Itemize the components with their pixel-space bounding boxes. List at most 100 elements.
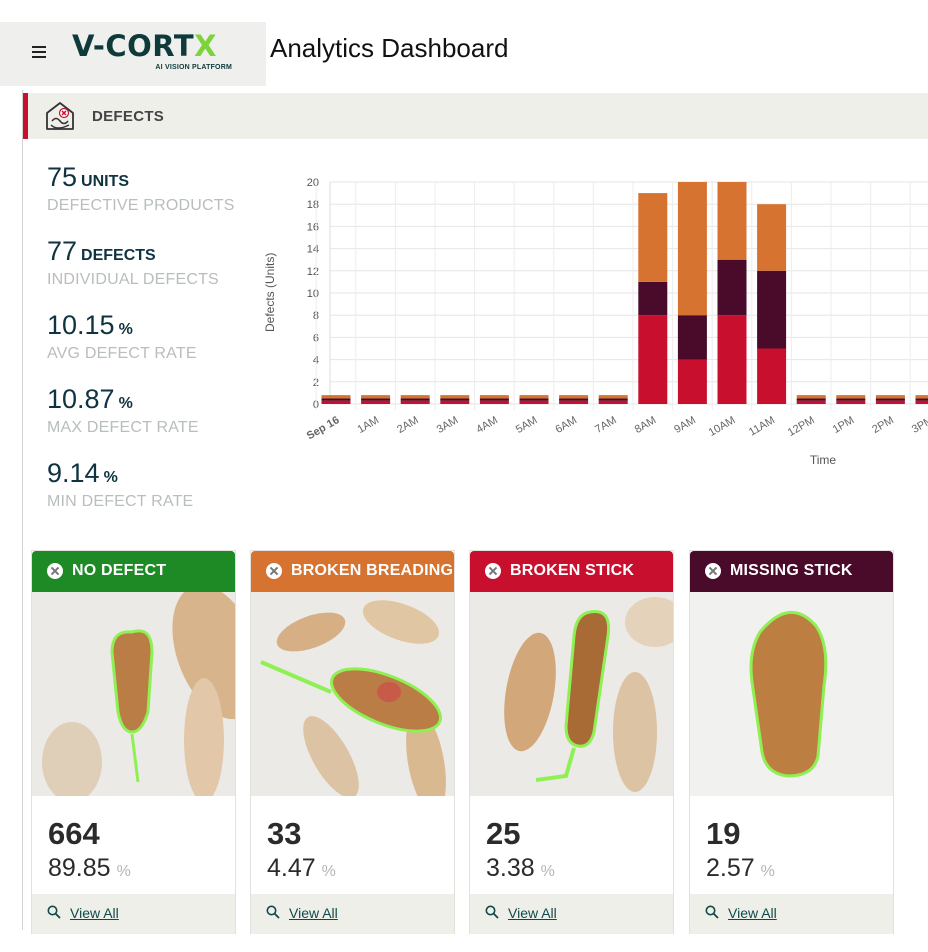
chart-y-tick-label: 10 (307, 288, 319, 300)
stat-unit: % (103, 469, 118, 486)
card-image[interactable] (32, 592, 235, 796)
chart-x-tick-label: Sep 16 (305, 414, 342, 442)
chart-x-tick-label: 3AM (435, 414, 461, 436)
search-icon (47, 905, 61, 919)
chart-x-tick-label: 7AM (593, 414, 619, 436)
logo-subtitle: AI VISION PLATFORM (155, 64, 232, 71)
defects-chart: 02468101214161820Sep 161AM2AM3AM4AM5AM6A… (250, 160, 928, 480)
view-all-link[interactable]: View All (70, 905, 119, 921)
defects-chart-svg: 02468101214161820Sep 161AM2AM3AM4AM5AM6A… (305, 177, 928, 467)
card-percent-value: 4.47 (267, 854, 316, 882)
chart-bar-segment (440, 398, 470, 401)
card-percent-value: 89.85 (48, 854, 111, 882)
chart-bar-segment (479, 395, 509, 399)
defects-icon (46, 102, 74, 130)
chart-bar-segment (875, 395, 905, 399)
chart-bar-segment (598, 400, 628, 404)
chart-bar-segment (400, 395, 430, 399)
chart-y-tick-label: 14 (307, 244, 319, 256)
card-footer: View All (690, 894, 893, 934)
chart-bar-segment (321, 398, 351, 401)
stat-unit: % (118, 395, 133, 412)
card-broken-stick[interactable]: BROKEN STICK 25 3.38% View All (469, 550, 674, 934)
card-footer: View All (251, 894, 454, 934)
close-circle-icon (266, 563, 282, 579)
page-title: Analytics Dashboard (270, 33, 509, 63)
chart-bar-segment (875, 398, 905, 401)
card-header: BROKEN STICK (470, 551, 673, 592)
chart-bar-segment (915, 395, 928, 399)
chart-bar-segment (796, 395, 826, 399)
chart-y-tick-label: 12 (307, 266, 319, 278)
card-image[interactable] (251, 592, 454, 796)
chart-bar-segment (479, 398, 509, 401)
stat-label: DEFECTIVE PRODUCTS (47, 197, 235, 214)
logo-x-text: X (194, 29, 217, 63)
chart-x-tick-label: 11AM (747, 414, 777, 438)
chart-bar-segment (796, 398, 826, 401)
stat-label: MAX DEFECT RATE (47, 419, 199, 436)
chart-bar-segment (361, 398, 391, 401)
chart-x-tick-label: 12PM (786, 414, 817, 439)
chart-bar-segment (519, 398, 549, 401)
chart-y-tick-label: 16 (307, 221, 319, 233)
header-brand-area: V-CORTX AI VISION PLATFORM (0, 22, 266, 86)
card-image[interactable] (690, 592, 893, 796)
logo[interactable]: V-CORTX AI VISION PLATFORM (72, 31, 242, 77)
stat-label: MIN DEFECT RATE (47, 493, 194, 510)
card-title: NO DEFECT (72, 562, 167, 579)
card-broken-breading[interactable]: BROKEN BREADING 33 4.47% View All (250, 550, 455, 934)
chart-bar-segment (519, 400, 549, 404)
card-percent: 4.47% (267, 854, 454, 883)
chart-bar-segment (400, 398, 430, 401)
chart-bar-segment (836, 400, 866, 404)
card-percent-sign: % (116, 863, 131, 880)
chart-bar-segment (400, 400, 430, 404)
chart-bar-segment (559, 395, 589, 399)
left-divider (22, 90, 23, 930)
view-all-link[interactable]: View All (728, 905, 777, 921)
stat-value: 77 (47, 236, 78, 266)
card-percent-value: 3.38 (486, 854, 535, 882)
chart-bar-segment (717, 259, 747, 316)
view-all-link[interactable]: View All (289, 905, 338, 921)
hamburger-menu-icon[interactable] (32, 46, 46, 60)
card-percent: 3.38% (486, 854, 673, 883)
card-title: BROKEN BREADING (291, 562, 454, 579)
card-missing-stick[interactable]: MISSING STICK 19 2.57% View All (689, 550, 894, 934)
stat-min-defect-rate: 9.14% MIN DEFECT RATE (47, 458, 193, 511)
chart-bar-segment (677, 182, 707, 316)
stat-individual-defects: 77 DEFECTS INDIVIDUAL DEFECTS (47, 236, 219, 289)
chart-bar-segment (361, 395, 391, 399)
stat-label: INDIVIDUAL DEFECTS (47, 271, 219, 288)
card-no-defect[interactable]: NO DEFECT 664 89.85% View All (31, 550, 236, 934)
chart-bar-segment (677, 315, 707, 360)
chart-bar-segment (440, 400, 470, 404)
corn-dog-image-icon (690, 592, 893, 796)
chart-y-axis-title: Defects (Units) (263, 252, 277, 332)
card-count: 25 (486, 816, 521, 851)
chart-x-tick-label: 1PM (831, 414, 857, 436)
app-header: V-CORTX AI VISION PLATFORM Analytics Das… (0, 22, 928, 86)
stat-avg-defect-rate: 10.15% AVG DEFECT RATE (47, 310, 197, 363)
close-circle-icon (705, 563, 721, 579)
logo-wordmark: V-CORTX (72, 31, 242, 61)
card-percent: 2.57% (706, 854, 893, 883)
corn-dog-image-icon (251, 592, 454, 796)
stat-unit: UNITS (81, 173, 130, 190)
chart-bar-segment (915, 400, 928, 404)
chart-bar-segment (757, 348, 787, 404)
defects-title: DEFECTS (92, 108, 165, 125)
chart-x-tick-label: 5AM (514, 414, 540, 436)
chart-x-tick-label: 2AM (395, 414, 421, 436)
defects-section-header: DEFECTS (23, 93, 928, 139)
chart-bar-segment (440, 395, 470, 399)
view-all-link[interactable]: View All (508, 905, 557, 921)
chart-bar-segment (915, 398, 928, 401)
chart-x-tick-label: 9AM (672, 414, 698, 436)
card-image[interactable] (470, 592, 673, 796)
header-title-area (266, 22, 928, 86)
chart-bar-segment (875, 400, 905, 404)
stat-value: 9.14 (47, 458, 100, 488)
chart-x-tick-label: 3PM (910, 414, 928, 436)
